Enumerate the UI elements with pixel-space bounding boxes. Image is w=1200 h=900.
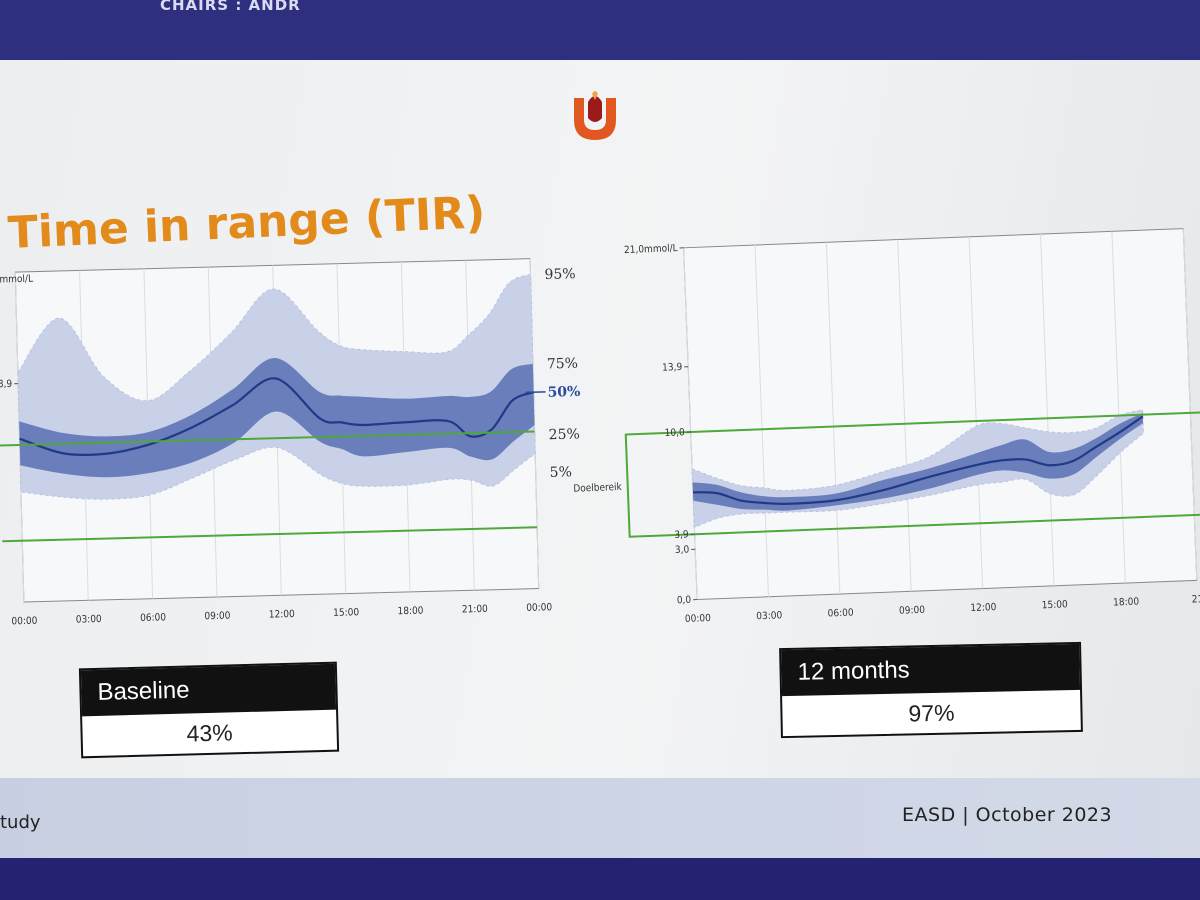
y-tick-label: 13,9 bbox=[662, 362, 683, 374]
x-tick-label: 06:00 bbox=[827, 608, 854, 620]
x-tick-label: 03:00 bbox=[76, 614, 102, 626]
baseline-label: Baseline bbox=[80, 663, 337, 717]
pct-label-75: 75% bbox=[547, 356, 579, 373]
x-axis-ticks: 00:00 03:00 06:00 09:00 12:00 15:00 18:00 21 bbox=[685, 594, 1200, 625]
grid-line-v bbox=[683, 247, 698, 600]
y-axis-ticks: 13,9 bbox=[0, 379, 19, 391]
band-25-75 bbox=[19, 358, 535, 478]
12months-value: 97% bbox=[908, 699, 955, 727]
grid-line-v bbox=[1040, 234, 1055, 586]
pct-label-5: 5% bbox=[549, 464, 572, 481]
y-unit-label: mmol/L bbox=[0, 274, 33, 286]
top-header-bar: CHAIRS : ANDR bbox=[0, 0, 1200, 60]
header-caption: CHAIRS : ANDR bbox=[160, 0, 301, 14]
baseline-agp-chart: mmol/L 13,9 00:00 03:00 06:00 09:00 12:00 15:… bbox=[0, 258, 581, 627]
x-tick-label: 00:00 bbox=[526, 602, 552, 614]
x-axis-ticks: 00:00 03:00 06:00 09:00 12:00 15:00 18:00 21:00… bbox=[11, 602, 552, 627]
median-line bbox=[19, 377, 534, 457]
plot-area bbox=[683, 228, 1198, 601]
x-tick-label: 03:00 bbox=[756, 610, 783, 622]
x-tick-label: 06:00 bbox=[140, 612, 166, 624]
x-tick-label: 15:00 bbox=[333, 607, 359, 619]
bottom-bar bbox=[0, 858, 1200, 900]
grid-line-v bbox=[1111, 231, 1126, 584]
12months-tir-box: 12 months 97% bbox=[779, 641, 1083, 739]
x-tick-label: 18:00 bbox=[1113, 597, 1140, 609]
x-tick-label: 18:00 bbox=[397, 606, 423, 618]
grid-line-v bbox=[825, 242, 841, 595]
12months-label: 12 months bbox=[781, 643, 1081, 697]
x-tick-label: 00:00 bbox=[685, 613, 712, 625]
y-axis-ticks: 21,0mmol/L 13,9 10,0 3,9 3,0 0,0 bbox=[624, 243, 698, 607]
pct-label-95: 95% bbox=[544, 266, 576, 283]
pct-label-50: 50% bbox=[547, 384, 580, 401]
target-lower-line bbox=[639, 513, 1200, 538]
y-tick-label: 3,9 bbox=[674, 529, 689, 541]
y-tick-label: 10,0 bbox=[664, 427, 685, 439]
target-upper-line bbox=[0, 430, 535, 447]
x-tick-label: 21 bbox=[1192, 594, 1200, 605]
x-tick-label: 09:00 bbox=[204, 611, 230, 623]
target-upper-line bbox=[635, 411, 1200, 436]
baseline-value: 43% bbox=[186, 719, 233, 747]
baseline-tir-box: Baseline 43% bbox=[78, 661, 340, 759]
12months-agp-chart: Doelbereik 21,0mmol/L 13,9 10,0 3,9 3,0 0,0 0… bbox=[573, 228, 1200, 625]
x-tick-label: 15:00 bbox=[1042, 599, 1069, 611]
footer-band bbox=[0, 778, 1200, 858]
grid-line-v bbox=[754, 245, 770, 597]
tulip-logo bbox=[574, 91, 616, 140]
y-tick-label: 21,0mmol/L bbox=[624, 243, 678, 256]
median-line bbox=[692, 415, 1144, 506]
grid-line-v bbox=[897, 239, 912, 592]
median-leader-line bbox=[525, 391, 546, 394]
target-lower-line bbox=[2, 526, 538, 543]
x-tick-label: 09:00 bbox=[899, 605, 926, 617]
y-tick-label: 3,0 bbox=[675, 545, 690, 557]
x-tick-label: 21:00 bbox=[462, 604, 488, 616]
footer-study-text: tudy bbox=[0, 812, 41, 833]
grid bbox=[683, 228, 1198, 600]
y-tick-label: 13,9 bbox=[0, 379, 13, 391]
grid-line-v bbox=[1182, 228, 1198, 581]
target-bracket bbox=[624, 433, 640, 538]
percentile-labels: 95% 75% 50% 25% 5% bbox=[525, 266, 581, 481]
x-tick-label: 00:00 bbox=[11, 616, 37, 628]
x-tick-label: 12:00 bbox=[269, 609, 295, 621]
grid-line-v bbox=[968, 236, 984, 589]
target-range-label: Doelbereik bbox=[573, 482, 623, 495]
x-tick-label: 12:00 bbox=[970, 602, 997, 614]
footer-event-text: EASD | October 2023 bbox=[902, 804, 1113, 826]
pct-label-25: 25% bbox=[548, 426, 580, 443]
band-25-75 bbox=[692, 413, 1144, 511]
y-tick-label: 0,0 bbox=[677, 595, 692, 607]
